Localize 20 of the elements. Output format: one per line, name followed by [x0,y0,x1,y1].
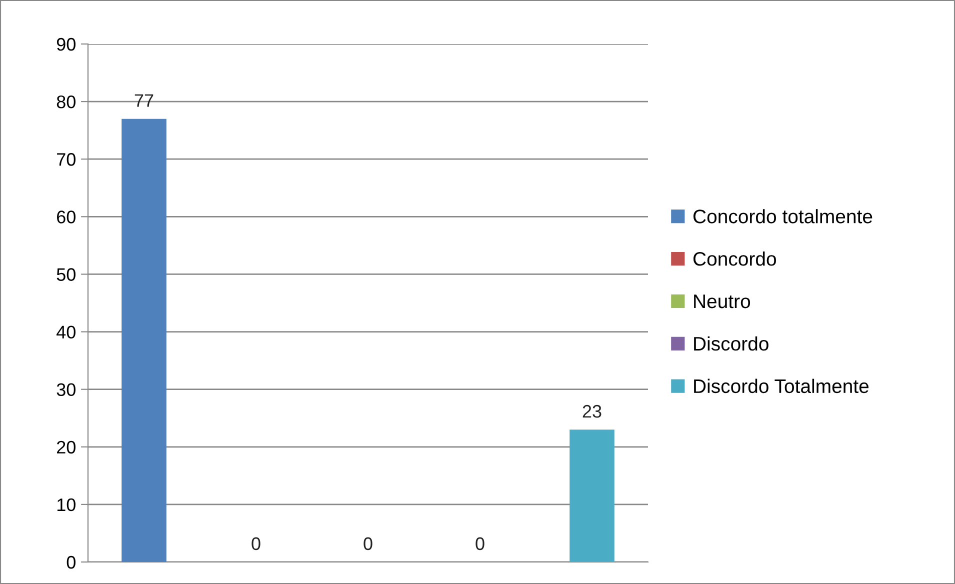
y-tick-label: 0 [66,556,76,569]
legend-label: Discordo Totalmente [694,378,869,394]
legend-label: Concordo totalmente [693,209,872,224]
y-tick-label: 20 [57,440,76,454]
y-tick-label: 30 [56,383,76,396]
y-tick-label: 50 [56,268,76,281]
data-label: 0 [364,537,372,550]
y-tick-label: 70 [57,153,76,166]
y-tick-label: 60 [57,210,76,224]
y-tick-label: 90 [56,38,76,51]
y-tick-label: 10 [57,498,76,512]
legend-label: Discordo [694,336,768,351]
legend-label: Concordo [693,252,776,266]
data-label: 23 [582,404,602,418]
y-tick-label: 80 [56,95,76,108]
legend-label: Neutro [694,294,750,308]
data-label: 0 [476,537,484,550]
data-label: 0 [252,537,260,550]
y-tick-label: 40 [56,326,76,338]
data-label: 77 [134,94,154,107]
